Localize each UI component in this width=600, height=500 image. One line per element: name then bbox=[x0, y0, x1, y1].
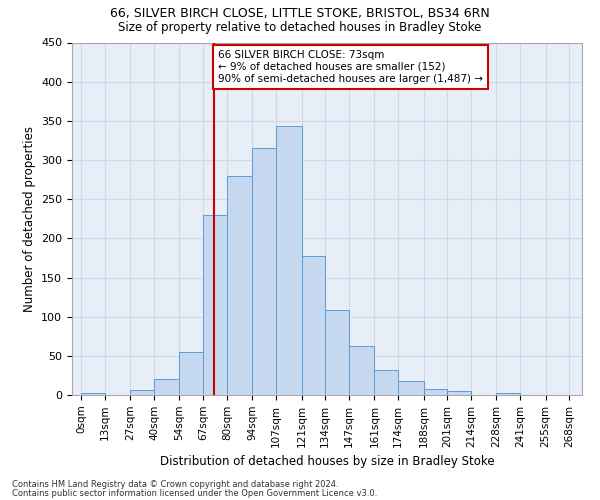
Bar bbox=[325, 310, 349, 395]
Bar bbox=[227, 176, 253, 395]
Bar bbox=[276, 126, 302, 395]
Bar bbox=[179, 352, 203, 395]
Text: Contains public sector information licensed under the Open Government Licence v3: Contains public sector information licen… bbox=[12, 490, 377, 498]
X-axis label: Distribution of detached houses by size in Bradley Stoke: Distribution of detached houses by size … bbox=[160, 455, 494, 468]
Bar bbox=[302, 256, 325, 395]
Bar bbox=[374, 370, 398, 395]
Y-axis label: Number of detached properties: Number of detached properties bbox=[23, 126, 35, 312]
Bar bbox=[496, 392, 520, 395]
Bar bbox=[447, 391, 471, 395]
Bar bbox=[81, 392, 105, 395]
Bar bbox=[349, 346, 374, 395]
Bar bbox=[154, 378, 179, 395]
Bar bbox=[424, 388, 447, 395]
Bar bbox=[130, 390, 154, 395]
Text: Size of property relative to detached houses in Bradley Stoke: Size of property relative to detached ho… bbox=[118, 21, 482, 34]
Bar bbox=[203, 215, 227, 395]
Bar bbox=[253, 148, 276, 395]
Bar bbox=[398, 381, 424, 395]
Text: 66 SILVER BIRCH CLOSE: 73sqm
← 9% of detached houses are smaller (152)
90% of se: 66 SILVER BIRCH CLOSE: 73sqm ← 9% of det… bbox=[218, 50, 483, 84]
Text: Contains HM Land Registry data © Crown copyright and database right 2024.: Contains HM Land Registry data © Crown c… bbox=[12, 480, 338, 489]
Text: 66, SILVER BIRCH CLOSE, LITTLE STOKE, BRISTOL, BS34 6RN: 66, SILVER BIRCH CLOSE, LITTLE STOKE, BR… bbox=[110, 8, 490, 20]
